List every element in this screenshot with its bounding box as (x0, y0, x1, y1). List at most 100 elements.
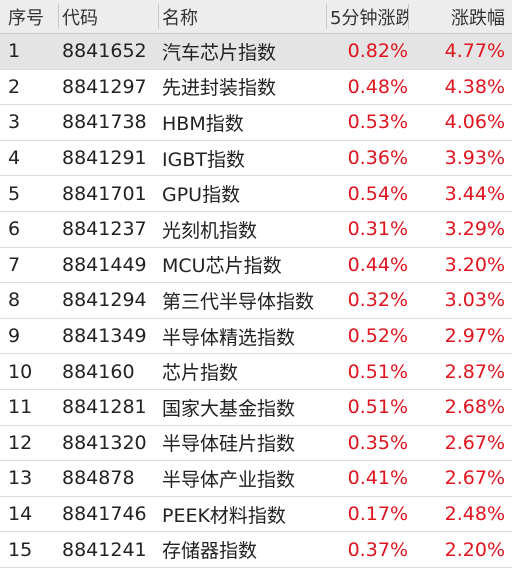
header-cell[interactable]: 序号 (8, 7, 44, 29)
row-index: 1 (8, 40, 21, 63)
table-row[interactable]: 12 8841320 半导体硅片指数 0.35% 2.67% (0, 426, 512, 462)
column-separator (326, 4, 327, 29)
row-index: 15 (8, 538, 33, 561)
change-pct: 3.03% (444, 289, 505, 312)
table-row[interactable]: 5 8841701 GPU指数 0.54% 3.44% (0, 176, 512, 212)
header-cell[interactable]: 5分钟涨跌 (330, 7, 408, 29)
table-row[interactable]: 3 8841738 HBM指数 0.53% 4.06% (0, 105, 512, 141)
row-index: 3 (8, 111, 21, 134)
code: 8841320 (62, 431, 147, 454)
change-5min: 0.36% (347, 147, 408, 170)
header-cell[interactable]: 名称 (162, 7, 198, 29)
row-index: 6 (8, 218, 21, 241)
change-5min: 0.48% (347, 75, 408, 98)
table-row[interactable]: 4 8841291 IGBT指数 0.36% 3.93% (0, 141, 512, 177)
row-index: 14 (8, 503, 33, 526)
table-row[interactable]: 8 8841294 第三代半导体指数 0.32% 3.03% (0, 283, 512, 319)
change-pct: 2.87% (444, 360, 505, 383)
code: 8841738 (62, 111, 147, 134)
code: 8841652 (62, 40, 147, 63)
change-pct: 2.48% (444, 503, 505, 526)
name: 半导体精选指数 (162, 326, 296, 349)
row-index: 13 (8, 467, 33, 490)
name: GPU指数 (162, 184, 241, 207)
table-row[interactable]: 10 884160 芯片指数 0.51% 2.87% (0, 354, 512, 390)
table-row[interactable]: 1 8841652 汽车芯片指数 0.82% 4.77% (0, 34, 512, 70)
row-index: 4 (8, 147, 21, 170)
change-pct: 4.77% (444, 40, 505, 63)
change-pct: 2.67% (444, 467, 505, 490)
row-index: 8 (8, 289, 21, 312)
change-5min: 0.41% (347, 467, 408, 490)
code: 884878 (62, 467, 135, 490)
name: 光刻机指数 (162, 219, 258, 242)
table-row[interactable]: 6 8841237 光刻机指数 0.31% 3.29% (0, 212, 512, 248)
change-5min: 0.17% (347, 503, 408, 526)
column-separator (408, 4, 409, 29)
code: 8841449 (62, 253, 147, 276)
change-pct: 2.97% (444, 325, 505, 348)
name: HBM指数 (162, 112, 244, 135)
row-index: 2 (8, 75, 21, 98)
row-index: 7 (8, 253, 21, 276)
code: 8841297 (62, 75, 147, 98)
change-5min: 0.54% (347, 182, 408, 205)
change-5min: 0.82% (347, 40, 408, 63)
code: 8841237 (62, 218, 147, 241)
table-row[interactable]: 14 8841746 PEEK材料指数 0.17% 2.48% (0, 497, 512, 533)
table-row[interactable]: 9 8841349 半导体精选指数 0.52% 2.97% (0, 319, 512, 355)
row-index: 9 (8, 325, 21, 348)
header-cell[interactable]: 涨跌幅 (451, 7, 505, 29)
change-pct: 2.67% (444, 431, 505, 454)
table-row[interactable]: 15 8841241 存储器指数 0.37% 2.20% (0, 532, 512, 568)
name: MCU芯片指数 (162, 255, 282, 278)
header-cell[interactable]: 代码 (62, 7, 98, 29)
change-pct: 3.20% (444, 253, 505, 276)
name: PEEK材料指数 (162, 504, 286, 527)
table-row[interactable]: 13 884878 半导体产业指数 0.41% 2.67% (0, 461, 512, 497)
change-5min: 0.32% (347, 289, 408, 312)
change-5min: 0.53% (347, 111, 408, 134)
name: 国家大基金指数 (162, 397, 296, 420)
name: 半导体硅片指数 (162, 433, 296, 456)
code: 8841701 (62, 182, 147, 205)
name: 半导体产业指数 (162, 468, 296, 491)
change-pct: 2.68% (444, 396, 505, 419)
change-5min: 0.35% (347, 431, 408, 454)
change-5min: 0.51% (347, 396, 408, 419)
name: 第三代半导体指数 (162, 290, 315, 313)
code: 8841746 (62, 503, 147, 526)
name: 汽车芯片指数 (162, 41, 277, 64)
code: 8841281 (62, 396, 147, 419)
table-header: 序号 代码 名称 5分钟涨跌 涨跌幅 (0, 0, 512, 34)
change-5min: 0.52% (347, 325, 408, 348)
row-index: 5 (8, 182, 21, 205)
change-pct: 3.29% (444, 218, 505, 241)
change-5min: 0.44% (347, 253, 408, 276)
change-pct: 3.44% (444, 182, 505, 205)
change-pct: 4.38% (444, 75, 505, 98)
name: IGBT指数 (162, 148, 245, 171)
row-index: 12 (8, 431, 33, 454)
change-5min: 0.37% (347, 538, 408, 561)
column-separator (58, 4, 59, 29)
table-row[interactable]: 11 8841281 国家大基金指数 0.51% 2.68% (0, 390, 512, 426)
change-pct: 4.06% (444, 111, 505, 134)
code: 8841241 (62, 538, 147, 561)
code: 8841349 (62, 325, 147, 348)
row-index: 11 (8, 396, 33, 419)
column-separator (158, 4, 159, 29)
change-5min: 0.51% (347, 360, 408, 383)
change-pct: 3.93% (444, 147, 505, 170)
name: 存储器指数 (162, 540, 258, 563)
table-row[interactable]: 7 8841449 MCU芯片指数 0.44% 3.20% (0, 248, 512, 284)
name: 芯片指数 (162, 362, 239, 385)
code: 8841291 (62, 147, 147, 170)
row-index: 10 (8, 360, 33, 383)
code: 8841294 (62, 289, 147, 312)
change-5min: 0.31% (347, 218, 408, 241)
table-row[interactable]: 2 8841297 先进封装指数 0.48% 4.38% (0, 70, 512, 106)
code: 884160 (62, 360, 135, 383)
name: 先进封装指数 (162, 77, 277, 100)
